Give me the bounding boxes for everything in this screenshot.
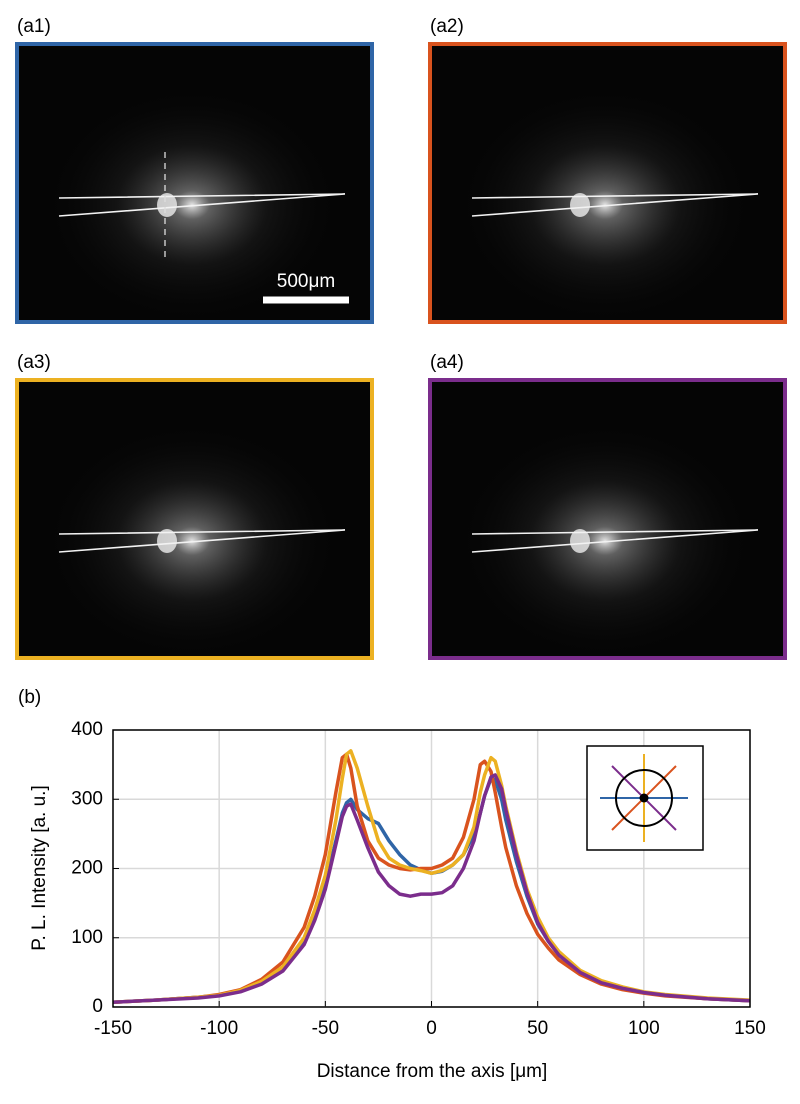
x-tick-label: -100 <box>200 1018 238 1039</box>
emission-core <box>570 529 590 553</box>
x-tick-label: -150 <box>94 1018 132 1039</box>
panel-label: (a1) <box>17 16 51 37</box>
x-tick-label: 150 <box>734 1018 766 1039</box>
panel-label: (a2) <box>430 16 464 37</box>
scale-bar-label: 500μm <box>277 271 335 292</box>
data-line <box>112 773 751 1004</box>
fiber-outline <box>471 193 759 217</box>
y-tick-label: 400 <box>71 719 103 740</box>
y-tick-label: 0 <box>92 996 103 1017</box>
y-axis-label: P. L. Intensity [a. u.] <box>29 785 50 950</box>
image-panel: (a1) 500μm <box>15 16 374 325</box>
x-tick-label: 50 <box>527 1018 548 1039</box>
x-tick-label: 0 <box>426 1018 437 1039</box>
emission-core <box>570 193 590 217</box>
emission-core <box>157 529 177 553</box>
panel-label: (a4) <box>430 352 464 373</box>
panel-frame <box>15 378 374 660</box>
panel-frame <box>15 42 374 324</box>
chart-label: (b) <box>18 687 41 708</box>
y-tick-label: 100 <box>71 927 103 948</box>
y-tick-label: 300 <box>71 788 103 809</box>
panel-frame <box>428 378 787 660</box>
panel-label: (a3) <box>17 352 51 373</box>
y-tick-label: 200 <box>71 858 103 879</box>
x-axis-label: Distance from the axis [μm] <box>317 1061 548 1082</box>
image-panel: (a3) <box>15 352 374 661</box>
x-tick-label: -50 <box>312 1018 339 1039</box>
plot-frame <box>112 729 751 1008</box>
panel-frame <box>428 42 787 324</box>
inset-circle <box>615 769 673 827</box>
emission-core <box>157 193 177 217</box>
x-tick-label: 100 <box>628 1018 660 1039</box>
fiber-outline <box>471 529 759 553</box>
image-panel: (a2) <box>428 16 787 325</box>
fiber-outline <box>58 529 346 553</box>
fiber-outline <box>58 193 346 217</box>
inset <box>586 745 704 851</box>
data-line <box>112 752 751 1004</box>
data-line <box>112 749 751 1004</box>
image-panel: (a4) <box>428 352 787 661</box>
inset-center <box>639 793 649 803</box>
